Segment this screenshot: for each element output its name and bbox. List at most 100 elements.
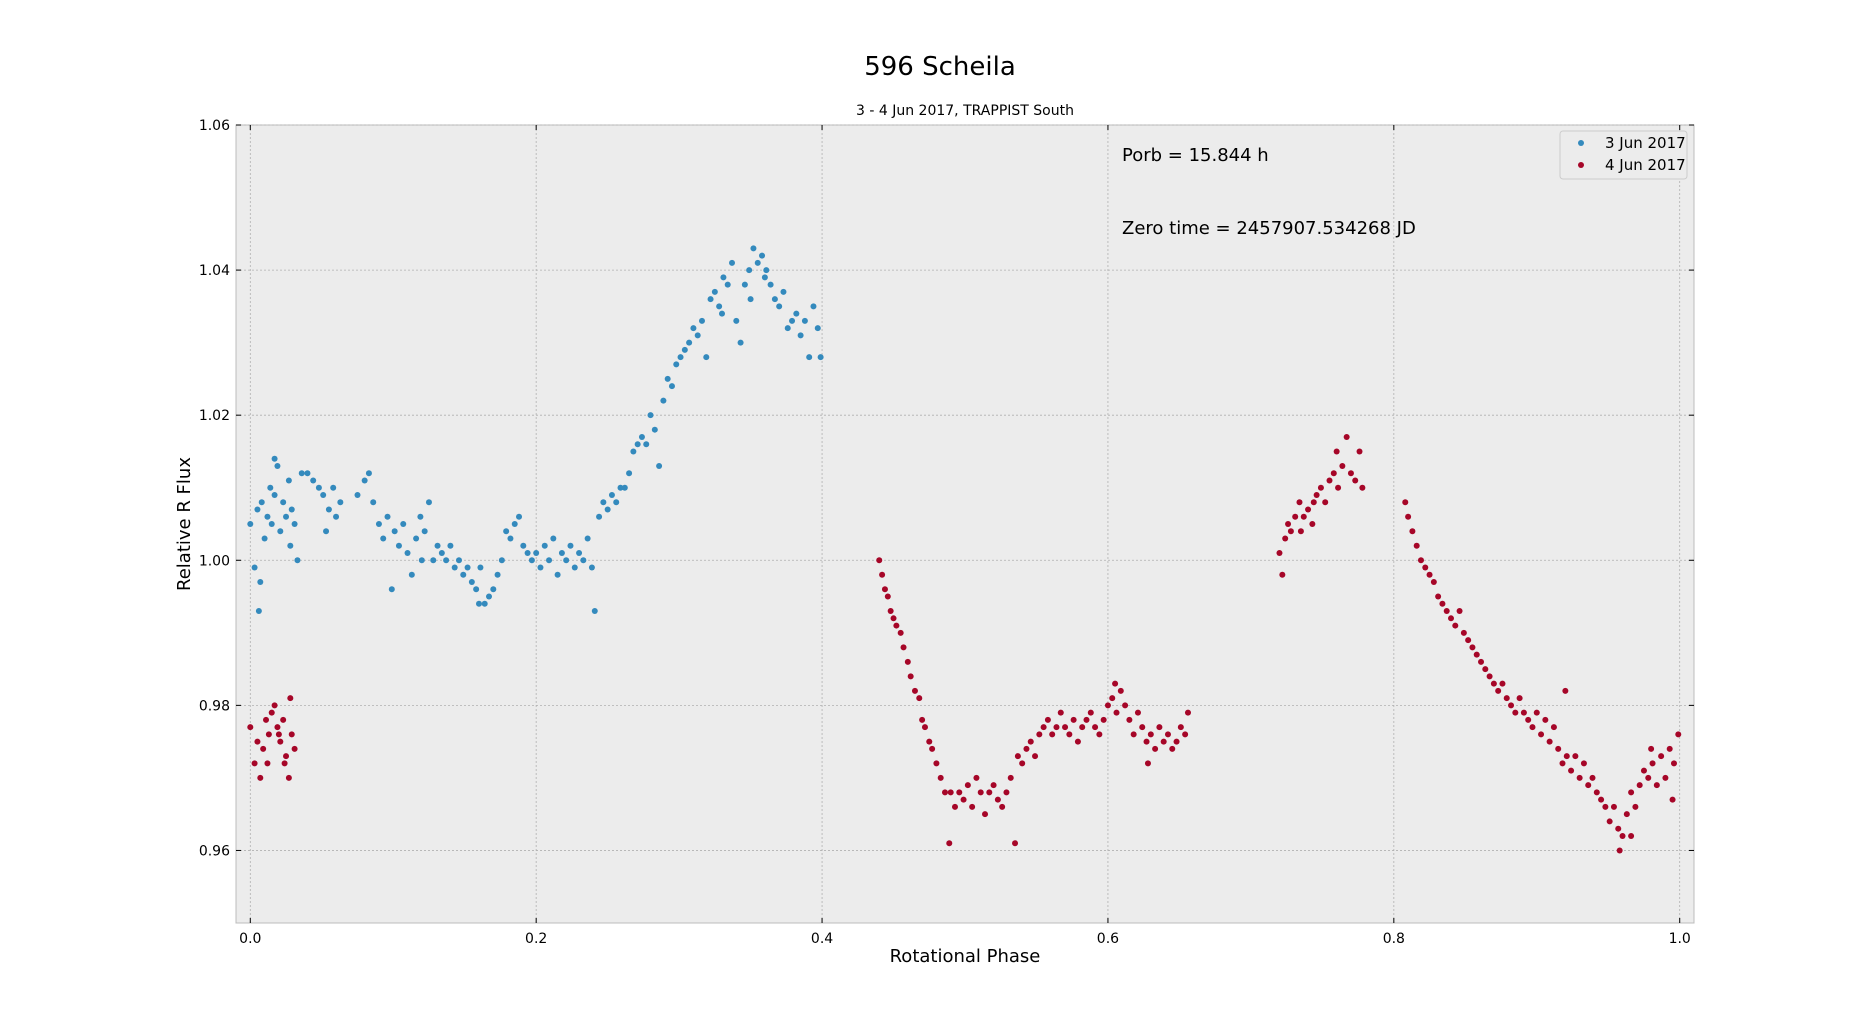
- data-point-4-jun-2017: [1555, 745, 1562, 752]
- data-point-4-jun-2017: [879, 571, 886, 578]
- data-point-4-jun-2017: [1014, 753, 1021, 760]
- data-point-4-jun-2017: [1469, 644, 1476, 651]
- data-point-3-jun-2017: [563, 557, 570, 564]
- data-point-4-jun-2017: [260, 745, 267, 752]
- data-point-3-jun-2017: [694, 332, 701, 339]
- data-point-3-jun-2017: [767, 281, 774, 288]
- data-point-3-jun-2017: [274, 462, 281, 469]
- data-point-4-jun-2017: [1173, 738, 1180, 745]
- data-point-4-jun-2017: [1053, 724, 1060, 731]
- data-point-4-jun-2017: [1147, 731, 1154, 738]
- data-point-4-jun-2017: [1285, 521, 1292, 527]
- data-point-4-jun-2017: [897, 629, 904, 636]
- data-point-3-jun-2017: [541, 542, 548, 549]
- data-point-3-jun-2017: [264, 513, 271, 520]
- data-point-4-jun-2017: [1402, 499, 1409, 506]
- data-point-4-jun-2017: [893, 622, 900, 629]
- data-point-4-jun-2017: [916, 695, 923, 702]
- data-point-4-jun-2017: [1335, 484, 1342, 491]
- data-point-3-jun-2017: [464, 564, 471, 571]
- data-point-4-jun-2017: [973, 774, 980, 781]
- data-point-3-jun-2017: [524, 550, 531, 557]
- legend-marker-3-jun: [1578, 140, 1584, 146]
- data-point-4-jun-2017: [1300, 513, 1307, 520]
- data-point-4-jun-2017: [1508, 702, 1515, 709]
- data-point-3-jun-2017: [550, 535, 557, 542]
- x-tick-label: 1.0: [1669, 931, 1691, 947]
- data-point-3-jun-2017: [375, 521, 382, 527]
- data-point-4-jun-2017: [251, 760, 258, 767]
- data-point-4-jun-2017: [1435, 593, 1442, 600]
- data-point-3-jun-2017: [591, 608, 598, 615]
- data-point-4-jun-2017: [1317, 484, 1324, 491]
- data-point-3-jun-2017: [817, 354, 824, 361]
- period-annotation: Porb = 15.844 h: [1122, 145, 1269, 166]
- data-point-3-jun-2017: [698, 317, 705, 324]
- data-point-4-jun-2017: [911, 687, 918, 694]
- legend-marker-4-jun: [1578, 162, 1584, 168]
- data-point-4-jun-2017: [1417, 557, 1424, 564]
- data-point-3-jun-2017: [793, 310, 800, 317]
- data-point-4-jun-2017: [1499, 680, 1506, 687]
- data-point-4-jun-2017: [1139, 724, 1146, 731]
- data-point-4-jun-2017: [1070, 716, 1077, 723]
- data-point-3-jun-2017: [481, 600, 488, 607]
- data-point-4-jun-2017: [994, 796, 1001, 803]
- data-point-3-jun-2017: [476, 600, 482, 607]
- data-point-3-jun-2017: [413, 535, 420, 542]
- data-point-4-jun-2017: [1343, 433, 1350, 440]
- data-point-3-jun-2017: [719, 310, 725, 317]
- x-tick-label: 0.8: [1383, 931, 1405, 947]
- data-point-4-jun-2017: [1439, 600, 1446, 607]
- x-tick-label: 0.2: [525, 931, 547, 947]
- data-point-4-jun-2017: [1356, 448, 1363, 455]
- data-point-4-jun-2017: [271, 702, 278, 709]
- data-point-4-jun-2017: [291, 745, 298, 752]
- data-point-3-jun-2017: [554, 571, 561, 578]
- data-point-4-jun-2017: [1032, 753, 1039, 760]
- x-axis-label: Rotational Phase: [890, 946, 1041, 967]
- data-point-4-jun-2017: [285, 774, 292, 781]
- y-tick-label: 1.06: [199, 118, 230, 134]
- data-point-3-jun-2017: [776, 303, 783, 310]
- data-point-4-jun-2017: [1282, 535, 1289, 542]
- data-point-3-jun-2017: [546, 557, 553, 564]
- data-point-3-jun-2017: [617, 484, 624, 491]
- data-point-4-jun-2017: [1296, 499, 1303, 506]
- data-point-3-jun-2017: [567, 542, 574, 549]
- x-tick-label: 0.4: [811, 931, 833, 947]
- data-point-4-jun-2017: [1144, 760, 1151, 767]
- data-point-4-jun-2017: [1023, 745, 1030, 752]
- data-point-4-jun-2017: [951, 803, 958, 810]
- data-point-4-jun-2017: [1533, 709, 1540, 716]
- data-point-4-jun-2017: [1640, 767, 1647, 774]
- data-point-4-jun-2017: [1473, 651, 1480, 658]
- data-point-4-jun-2017: [1585, 782, 1592, 789]
- data-point-4-jun-2017: [1666, 745, 1673, 752]
- data-point-4-jun-2017: [1448, 615, 1454, 622]
- y-tick-label: 0.98: [199, 698, 230, 714]
- data-point-3-jun-2017: [277, 528, 284, 535]
- legend-box: [1559, 130, 1688, 180]
- data-point-4-jun-2017: [890, 615, 897, 622]
- data-point-4-jun-2017: [1669, 796, 1676, 803]
- data-point-4-jun-2017: [275, 731, 282, 738]
- data-point-3-jun-2017: [746, 267, 753, 274]
- data-point-3-jun-2017: [656, 462, 663, 469]
- legend-label-3-jun: 3 Jun 2017: [1605, 134, 1686, 152]
- x-tick-label: 0.0: [239, 931, 261, 947]
- data-point-3-jun-2017: [806, 354, 813, 361]
- data-point-4-jun-2017: [1112, 680, 1119, 687]
- data-point-4-jun-2017: [1670, 760, 1677, 767]
- data-point-3-jun-2017: [498, 557, 505, 564]
- data-point-3-jun-2017: [733, 317, 740, 324]
- plot-area: [235, 124, 1695, 924]
- data-point-4-jun-2017: [1512, 709, 1519, 716]
- data-point-4-jun-2017: [929, 745, 936, 752]
- data-point-4-jun-2017: [1598, 796, 1605, 803]
- data-point-3-jun-2017: [677, 354, 684, 361]
- data-point-4-jun-2017: [1322, 499, 1329, 506]
- data-point-4-jun-2017: [1092, 724, 1099, 731]
- data-point-3-jun-2017: [247, 521, 254, 527]
- data-point-3-jun-2017: [400, 521, 407, 527]
